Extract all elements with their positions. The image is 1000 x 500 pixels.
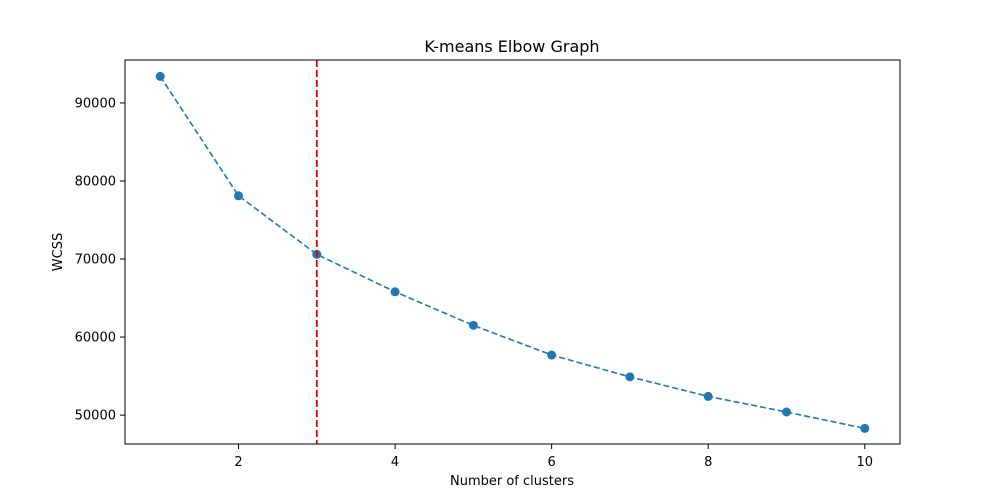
wcss-data-point xyxy=(390,287,400,297)
plot-area xyxy=(155,60,870,444)
wcss-data-point xyxy=(547,350,557,360)
x-tick-label: 8 xyxy=(704,455,712,470)
wcss-data-point xyxy=(703,391,713,401)
y-axis: 50000 60000 70000 80000 90000 xyxy=(75,96,125,424)
x-tick-label: 2 xyxy=(234,455,242,470)
x-tick-label: 4 xyxy=(391,455,399,470)
wcss-data-point xyxy=(155,71,165,81)
y-tick-label: 50000 xyxy=(75,409,116,424)
wcss-data-point xyxy=(234,191,244,201)
wcss-series-line xyxy=(159,75,865,430)
y-tick-label: 80000 xyxy=(75,174,116,189)
wcss-data-point xyxy=(625,372,635,382)
x-axis: 2 4 6 8 10 xyxy=(234,444,873,470)
y-tick-label: 60000 xyxy=(75,331,116,346)
x-tick-label: 10 xyxy=(856,455,873,470)
wcss-data-point xyxy=(860,423,870,433)
y-axis-label: WCSS xyxy=(51,233,66,271)
y-tick-label: 70000 xyxy=(75,253,116,268)
x-tick-label: 6 xyxy=(548,455,556,470)
chart-title: K-means Elbow Graph xyxy=(424,37,599,56)
plot-frame xyxy=(124,59,901,445)
y-tick-label: 90000 xyxy=(75,96,116,111)
x-axis-label: Number of clusters xyxy=(450,474,574,489)
wcss-data-point xyxy=(468,320,478,330)
wcss-data-point xyxy=(781,407,791,417)
